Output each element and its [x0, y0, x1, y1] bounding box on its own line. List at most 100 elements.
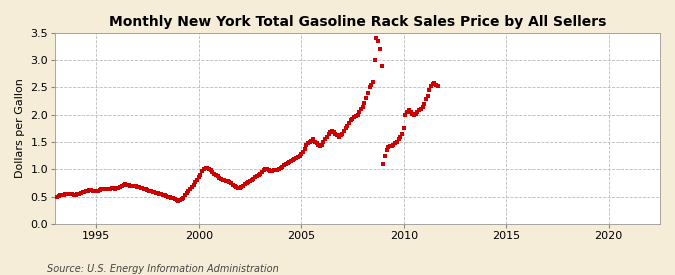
- Title: Monthly New York Total Gasoline Rack Sales Price by All Sellers: Monthly New York Total Gasoline Rack Sal…: [109, 15, 606, 29]
- Point: [335, 133, 346, 138]
- Point: [197, 169, 208, 174]
- Point: [292, 155, 303, 160]
- Point: [142, 188, 153, 192]
- Point: [82, 188, 93, 193]
- Point: [183, 189, 194, 193]
- Point: [385, 144, 396, 148]
- Y-axis label: Dollars per Gallon: Dollars per Gallon: [15, 78, 25, 178]
- Point: [270, 168, 281, 173]
- Point: [306, 139, 317, 143]
- Point: [394, 137, 404, 141]
- Point: [169, 197, 180, 202]
- Point: [260, 167, 271, 172]
- Point: [356, 107, 367, 111]
- Point: [130, 184, 141, 188]
- Point: [417, 104, 428, 109]
- Point: [395, 134, 406, 139]
- Point: [113, 186, 124, 190]
- Point: [98, 187, 109, 191]
- Point: [402, 110, 412, 114]
- Point: [153, 191, 163, 196]
- Text: Source: U.S. Energy Information Administration: Source: U.S. Energy Information Administ…: [47, 264, 279, 274]
- Point: [284, 160, 295, 164]
- Point: [154, 192, 165, 196]
- Point: [178, 196, 189, 200]
- Point: [277, 164, 288, 169]
- Point: [193, 175, 204, 180]
- Point: [135, 186, 146, 190]
- Point: [269, 168, 279, 173]
- Point: [251, 174, 262, 178]
- Point: [106, 186, 117, 191]
- Point: [383, 145, 394, 150]
- Point: [77, 190, 88, 194]
- Point: [310, 140, 321, 144]
- Point: [219, 178, 230, 182]
- Point: [378, 162, 389, 166]
- Point: [337, 132, 348, 136]
- Point: [166, 196, 177, 200]
- Point: [331, 133, 342, 138]
- Point: [248, 177, 259, 181]
- Point: [429, 81, 440, 85]
- Point: [105, 187, 115, 191]
- Point: [207, 170, 218, 174]
- Point: [144, 188, 155, 193]
- Point: [223, 179, 234, 183]
- Point: [431, 82, 441, 87]
- Point: [118, 182, 129, 187]
- Point: [282, 161, 293, 165]
- Point: [421, 97, 431, 102]
- Point: [419, 102, 430, 106]
- Point: [157, 193, 168, 197]
- Point: [173, 199, 184, 203]
- Point: [366, 82, 377, 87]
- Point: [59, 193, 70, 197]
- Point: [69, 193, 80, 197]
- Point: [124, 183, 134, 187]
- Point: [404, 108, 414, 112]
- Point: [433, 84, 443, 89]
- Point: [328, 130, 339, 134]
- Point: [426, 84, 437, 89]
- Point: [190, 180, 200, 185]
- Point: [80, 189, 91, 193]
- Point: [53, 194, 64, 198]
- Point: [233, 186, 244, 190]
- Point: [63, 192, 74, 197]
- Point: [132, 185, 142, 189]
- Point: [304, 140, 315, 144]
- Point: [424, 88, 435, 92]
- Point: [412, 110, 423, 114]
- Point: [244, 179, 255, 183]
- Point: [246, 178, 257, 182]
- Point: [340, 126, 351, 131]
- Point: [57, 193, 68, 197]
- Point: [375, 47, 385, 51]
- Point: [265, 169, 276, 174]
- Point: [224, 180, 235, 185]
- Point: [357, 104, 368, 109]
- Point: [221, 178, 232, 183]
- Point: [55, 193, 65, 198]
- Point: [342, 123, 353, 128]
- Point: [231, 185, 242, 189]
- Point: [111, 186, 122, 191]
- Point: [240, 182, 250, 186]
- Point: [137, 186, 148, 191]
- Point: [186, 185, 197, 189]
- Point: [65, 192, 76, 197]
- Point: [407, 111, 418, 116]
- Point: [89, 189, 100, 193]
- Point: [354, 110, 364, 114]
- Point: [298, 150, 308, 154]
- Point: [209, 171, 219, 176]
- Point: [167, 196, 178, 200]
- Point: [115, 185, 126, 189]
- Point: [200, 166, 211, 170]
- Point: [176, 197, 187, 202]
- Point: [299, 146, 310, 151]
- Point: [125, 183, 136, 188]
- Point: [110, 187, 121, 191]
- Point: [296, 152, 306, 156]
